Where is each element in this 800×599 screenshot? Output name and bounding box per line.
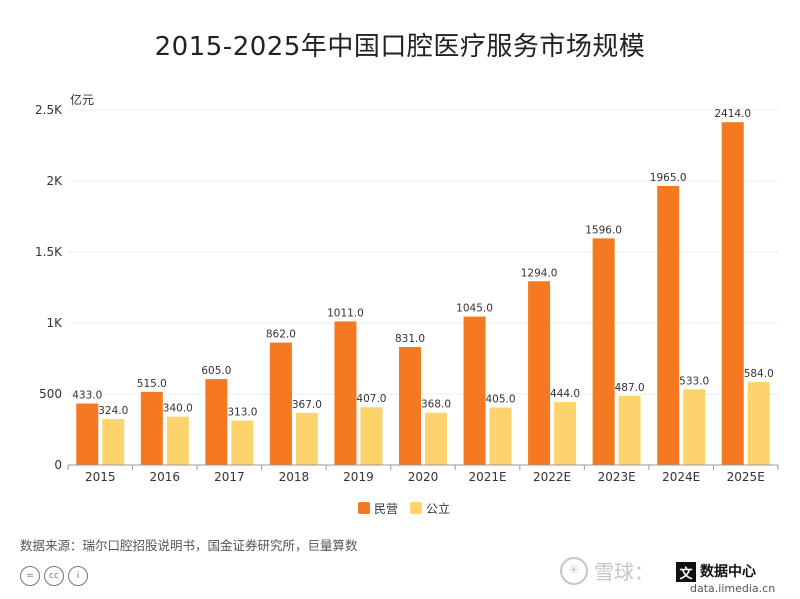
x-tick-label: 2015 — [85, 470, 116, 484]
bar-private — [140, 391, 163, 465]
watermark: ✳ 雪球： — [560, 556, 654, 585]
x-tick-label: 2020 — [408, 470, 439, 484]
data-label: 515.0 — [137, 378, 167, 390]
legend-label: 公立 — [426, 501, 450, 516]
person-icon: i — [68, 566, 88, 586]
x-tick-label: 2021E — [468, 470, 506, 484]
bar-private — [592, 238, 615, 465]
bar-public — [166, 416, 189, 465]
data-label: 444.0 — [550, 388, 580, 400]
x-tick-label: 2022E — [533, 470, 571, 484]
watermark-text: 雪球： — [594, 560, 654, 584]
legend-label: 民营 — [374, 502, 398, 516]
y-tick-label: 2K — [46, 174, 63, 188]
brand-name: 数据中心 — [700, 564, 756, 580]
bar-public — [489, 407, 512, 465]
bar-public — [425, 412, 447, 465]
data-label: 831.0 — [395, 333, 425, 345]
y-tick-label: 0 — [54, 458, 62, 472]
bar-public — [360, 407, 383, 465]
bar-private — [205, 379, 228, 465]
bar-private — [76, 403, 99, 465]
bar-private — [334, 321, 357, 465]
bar-private — [399, 346, 421, 465]
data-label: 533.0 — [679, 375, 709, 387]
bar-public — [295, 412, 318, 465]
brand-mark-icon: 文 — [676, 562, 696, 582]
bar-public — [231, 420, 254, 465]
bar-private — [721, 122, 744, 465]
data-label: 2414.0 — [714, 108, 751, 120]
data-label: 340.0 — [163, 403, 193, 415]
bar-private — [269, 342, 292, 465]
data-label: 487.0 — [615, 382, 645, 394]
data-label: 1045.0 — [456, 303, 493, 315]
y-tick-label: 2.5K — [35, 103, 63, 117]
data-label: 368.0 — [421, 399, 451, 411]
bar-public — [683, 389, 706, 465]
data-label: 584.0 — [744, 368, 774, 380]
x-tick-label: 2017 — [214, 470, 245, 484]
data-label: 1011.0 — [327, 307, 364, 319]
data-label: 324.0 — [98, 405, 128, 417]
x-tick-label: 2019 — [343, 470, 374, 484]
data-label: 433.0 — [72, 390, 102, 402]
x-tick-label: 2018 — [279, 470, 310, 484]
data-label: 367.0 — [292, 399, 322, 411]
data-label: 862.0 — [266, 329, 296, 341]
legend-swatch — [410, 502, 422, 514]
bar-public — [554, 401, 577, 465]
brand-url: data.iimedia.cn — [690, 582, 776, 595]
data-label: 405.0 — [486, 393, 516, 405]
bar-public — [102, 418, 125, 465]
x-tick-label: 2023E — [598, 470, 636, 484]
x-tick-label: 2016 — [150, 470, 181, 484]
y-axis-label: 亿元 — [70, 92, 94, 107]
license-icons: = cc i — [20, 566, 88, 586]
data-label: 605.0 — [201, 365, 231, 377]
data-source-note: 数据来源：瑞尔口腔招股说明书，国金证券研究所，巨量算数 — [20, 538, 358, 553]
bar-public — [618, 395, 641, 465]
data-label: 1596.0 — [585, 224, 622, 236]
bar-private — [528, 281, 551, 465]
x-tick-label: 2025E — [727, 470, 765, 484]
bar-public — [747, 382, 770, 465]
x-tick-label: 2024E — [662, 470, 700, 484]
legend-swatch — [358, 502, 370, 514]
y-tick-label: 500 — [39, 387, 62, 401]
data-label: 407.0 — [356, 393, 386, 405]
bar-private — [657, 185, 680, 465]
data-label: 313.0 — [227, 407, 257, 419]
data-label: 1294.0 — [521, 267, 558, 279]
brand-logo: 文 数据中心 — [676, 562, 756, 582]
y-tick-label: 1.5K — [35, 245, 63, 259]
bar-private — [463, 316, 486, 465]
equal-icon: = — [20, 566, 40, 586]
chart-title: 2015-2025年中国口腔医疗服务市场规模 — [154, 32, 646, 62]
snowball-logo-icon: ✳ — [560, 556, 588, 585]
y-tick-label: 1K — [46, 316, 63, 330]
cc-icon: cc — [44, 566, 64, 586]
data-label: 1965.0 — [650, 172, 687, 184]
